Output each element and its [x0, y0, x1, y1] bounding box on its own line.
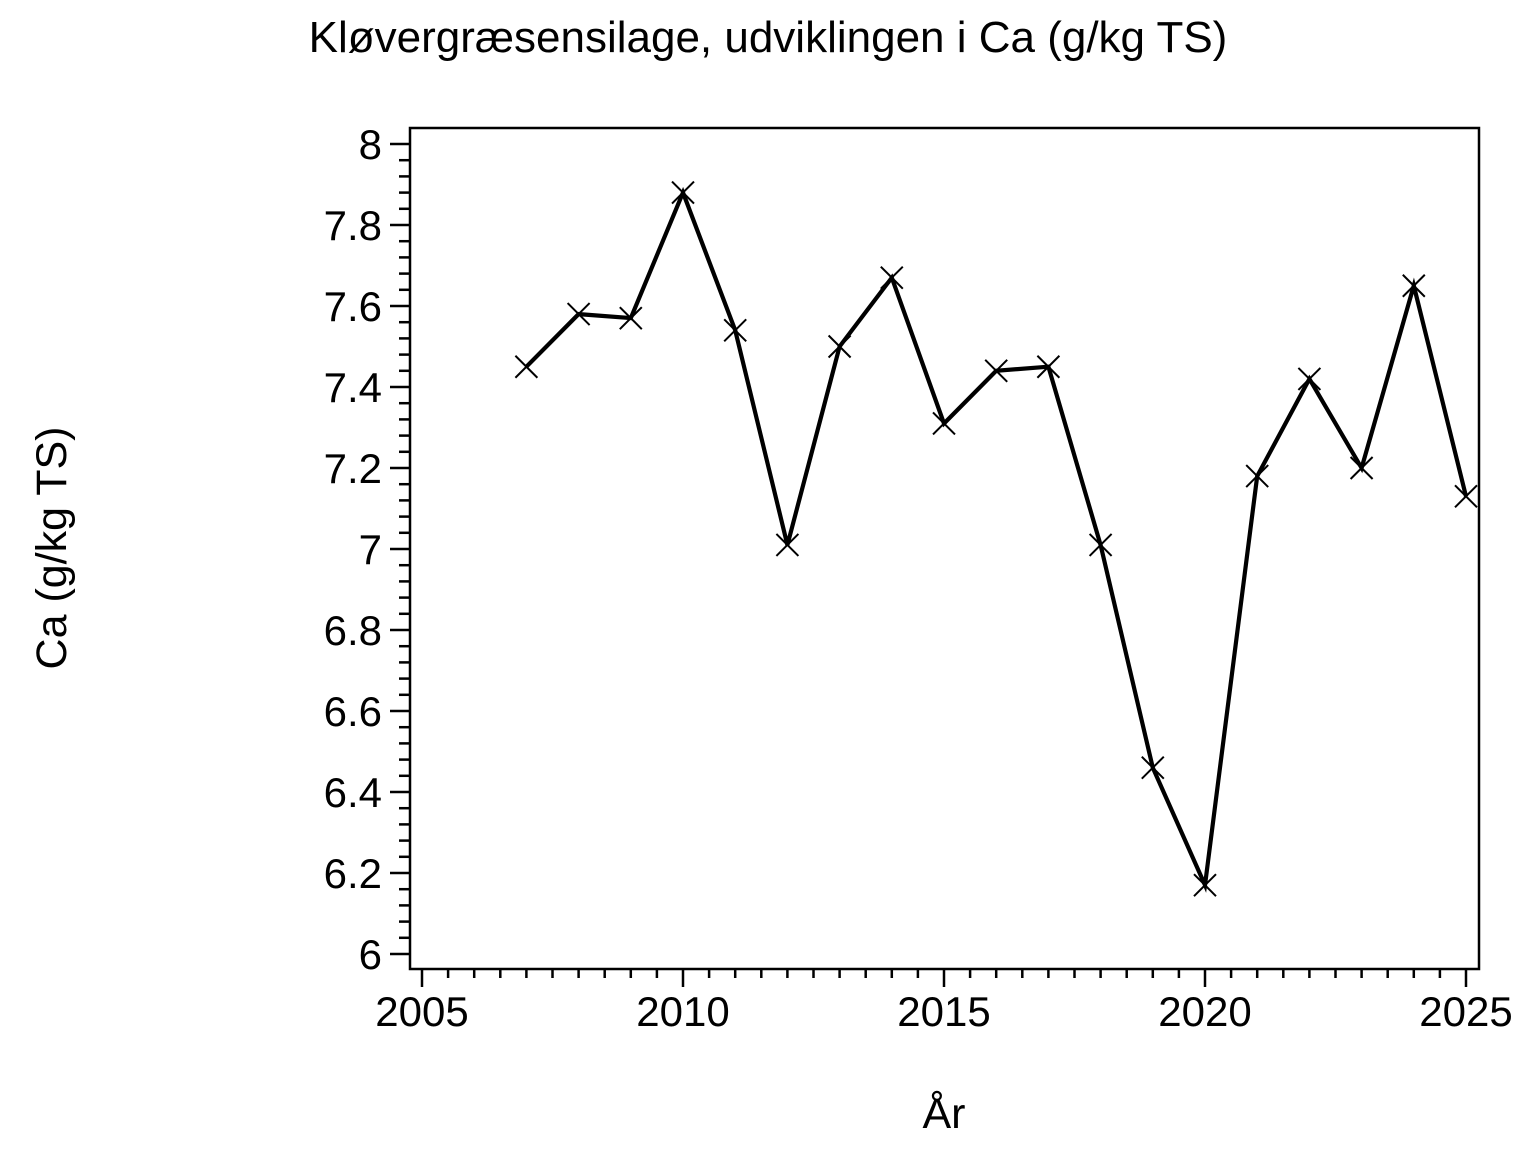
marker-stroke: [1193, 873, 1217, 897]
data-point-marker: [775, 533, 800, 557]
y-axis-label: Ca (g/kg TS): [28, 427, 76, 670]
x-tick-label: 2015: [897, 988, 990, 1035]
data-point-marker: [1088, 533, 1113, 557]
chart-title: Kløvergræsensilage, udviklingen i Ca (g/…: [309, 13, 1228, 62]
data-point-marker: [1297, 367, 1322, 391]
marker-stroke: [1088, 533, 1113, 557]
y-tick-label: 7.8: [324, 202, 382, 249]
x-tick-label: 2010: [636, 988, 729, 1035]
x-axis-label: År: [923, 1090, 966, 1138]
marker-stroke: [723, 318, 747, 343]
y-tick-label: 6.8: [324, 607, 382, 654]
marker-stroke: [1402, 274, 1426, 298]
data-point-marker: [1245, 464, 1269, 488]
data-line: [524, 186, 1469, 893]
plot-frame: [408, 126, 1481, 971]
y-tick-label: 6.4: [324, 769, 382, 816]
data-point-marker: [1454, 484, 1478, 509]
data-point-marker: [619, 306, 643, 330]
plot-area: 6 6.2 6.4 6.6 6.8 7 7.2 7.4 7.6 7.8 8 2005 2010 2015 2…: [324, 121, 1513, 1035]
x-tick-label: 2005: [375, 988, 468, 1035]
data-point-marker: [1402, 274, 1426, 298]
y-tick-label: 7.2: [324, 445, 382, 492]
data-point-marker: [1193, 873, 1217, 897]
data-point-marker: [880, 265, 904, 290]
y-tick-label: 8: [359, 121, 382, 168]
data-point-marker: [723, 318, 747, 343]
marker-stroke: [1454, 484, 1478, 509]
marker-stroke: [566, 302, 591, 326]
marker-stroke: [1245, 464, 1269, 488]
marker-stroke: [827, 334, 852, 359]
marker-stroke: [984, 359, 1008, 383]
y-tick-label: 7.6: [324, 283, 382, 330]
data-point-marker: [1349, 456, 1374, 480]
marker-stroke: [671, 180, 695, 205]
data-point-marker: [671, 180, 695, 205]
y-tick-label: 6.2: [324, 850, 382, 897]
y-tick-label: 7.4: [324, 364, 382, 411]
data-point-marker: [514, 355, 539, 379]
data-point-marker: [932, 411, 956, 436]
data-point-marker: [984, 359, 1008, 383]
x-tick-label: 2025: [1419, 988, 1512, 1035]
y-tick-label: 6.6: [324, 688, 382, 735]
marker-stroke: [932, 411, 956, 436]
data-point-marker: [566, 302, 591, 326]
y-tick-label: 7: [359, 526, 382, 573]
marker-stroke: [1036, 355, 1061, 379]
marker-stroke: [1349, 456, 1374, 480]
marker-stroke: [1297, 367, 1322, 391]
marker-stroke: [619, 306, 643, 330]
x-tick-label: 2020: [1158, 988, 1251, 1035]
marker-stroke: [1141, 755, 1165, 780]
y-tick-label: 6: [359, 931, 382, 978]
data-point-marker: [1036, 355, 1061, 379]
marker-stroke: [775, 533, 800, 557]
marker-stroke: [880, 265, 904, 290]
data-point-marker: [827, 334, 852, 359]
marker-stroke: [514, 355, 539, 379]
data-point-marker: [1141, 755, 1165, 780]
